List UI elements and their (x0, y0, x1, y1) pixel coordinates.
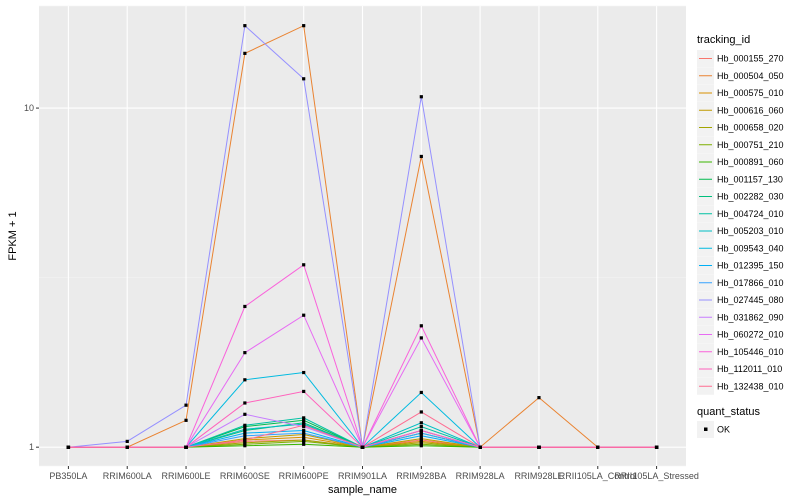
data-point (419, 154, 423, 159)
x-tick-label: RRII105LA_Control (559, 471, 637, 481)
data-point (302, 263, 306, 267)
legend-label: Hb_000504_050 (717, 71, 784, 81)
data-point (419, 324, 423, 328)
data-point (243, 438, 247, 442)
legend-label: Hb_000658_020 (717, 123, 784, 133)
data-point (302, 416, 306, 420)
data-point (302, 423, 306, 427)
data-point (419, 428, 423, 433)
y-axis-title: FPKM + 1 (7, 211, 19, 260)
legend-label: Hb_012395_150 (717, 261, 784, 271)
data-point (596, 445, 600, 449)
data-point (419, 410, 423, 414)
data-point (243, 401, 247, 405)
legend-label: Hb_060272_010 (717, 330, 784, 340)
x-tick-label: RRIM600SE (220, 471, 270, 481)
data-point (243, 412, 247, 416)
data-point (302, 370, 306, 375)
data-point (243, 351, 247, 355)
data-point (302, 24, 306, 28)
legend-label: Hb_009543_040 (717, 243, 784, 253)
data-point (302, 431, 306, 435)
legend-label: Hb_000575_010 (717, 88, 784, 98)
data-point (419, 431, 423, 435)
data-point (419, 436, 423, 441)
x-tick-label: PB350LA (49, 471, 87, 481)
x-tick-label: RRIM901LA (338, 471, 387, 481)
axes: 1 10 PB350LA RRIM600LA RRIM600LE RRIM600SE RRI… (7, 103, 699, 496)
legend-label: Hb_000891_060 (717, 157, 784, 167)
data-point (184, 418, 188, 422)
data-point (184, 403, 188, 407)
data-point (419, 421, 423, 425)
x-tick-label: RRIM928BA (396, 471, 446, 481)
legend-label: Hb_005203_010 (717, 226, 784, 236)
legend-label: Hb_000751_210 (717, 140, 784, 150)
data-point (243, 423, 247, 427)
data-point (302, 313, 306, 317)
x-tick-label: RRIM928LA (456, 471, 505, 481)
y-tick-label: 1 (29, 442, 34, 452)
data-point (360, 445, 365, 449)
legend-label: Hb_132438_010 (717, 381, 784, 391)
data-point (537, 445, 541, 449)
data-point (302, 77, 306, 81)
legend-label: Hb_000616_060 (717, 105, 784, 115)
x-tick-label: RRII105LA_Stressed (614, 471, 699, 481)
legend-label: Hb_004724_010 (717, 209, 784, 219)
data-point (419, 390, 423, 395)
data-point (184, 445, 188, 449)
data-point (243, 51, 247, 55)
data-point (243, 434, 247, 438)
legend-label: Hb_002282_030 (717, 192, 784, 202)
x-tick-label: RRIM928LE (514, 471, 563, 481)
data-point (243, 378, 247, 382)
legend-label-ok: OK (717, 425, 730, 435)
legend-label: Hb_000155_270 (717, 54, 784, 64)
data-point (302, 435, 306, 439)
data-point (243, 431, 247, 435)
data-point (302, 428, 306, 433)
data-point (125, 445, 129, 449)
data-point (302, 439, 306, 443)
legend-title-quant-status: quant_status (697, 406, 760, 418)
legend-key-point (704, 427, 708, 431)
grid-layer (39, 5, 686, 467)
data-point (125, 439, 129, 443)
data-point (302, 442, 306, 446)
data-point (302, 389, 306, 394)
data-point (66, 445, 71, 449)
x-axis-title: sample_name (328, 484, 397, 496)
x-tick-label: RRIM600PE (279, 471, 329, 481)
data-point (419, 444, 423, 448)
data-point (419, 95, 423, 99)
x-tick-label: RRIM600LA (103, 471, 152, 481)
data-point (419, 434, 423, 438)
data-point (537, 396, 541, 400)
legend-label: Hb_031862_090 (717, 312, 784, 322)
data-point (243, 444, 247, 448)
legend-label: Hb_017866_010 (717, 278, 784, 288)
x-tick-label: RRIM600LE (162, 471, 211, 481)
legend-label: Hb_027445_080 (717, 295, 784, 305)
data-point (243, 24, 247, 28)
data-point (419, 424, 423, 429)
legend-label: Hb_001157_130 (717, 174, 783, 184)
data-point (243, 427, 247, 431)
series-points (66, 24, 659, 449)
legend-title-tracking-id: tracking_id (697, 34, 750, 46)
legend-label: Hb_105446_010 (717, 347, 784, 357)
data-point (478, 445, 482, 449)
data-point (243, 304, 247, 309)
legend-label: Hb_112011_010 (717, 364, 782, 374)
data-point (419, 336, 423, 340)
legend: tracking_id Hb_000155_270 Hb_000504_050 Hb_… (697, 34, 784, 438)
data-point (302, 418, 306, 422)
data-point (654, 445, 659, 449)
y-tick-label: 10 (24, 103, 34, 113)
